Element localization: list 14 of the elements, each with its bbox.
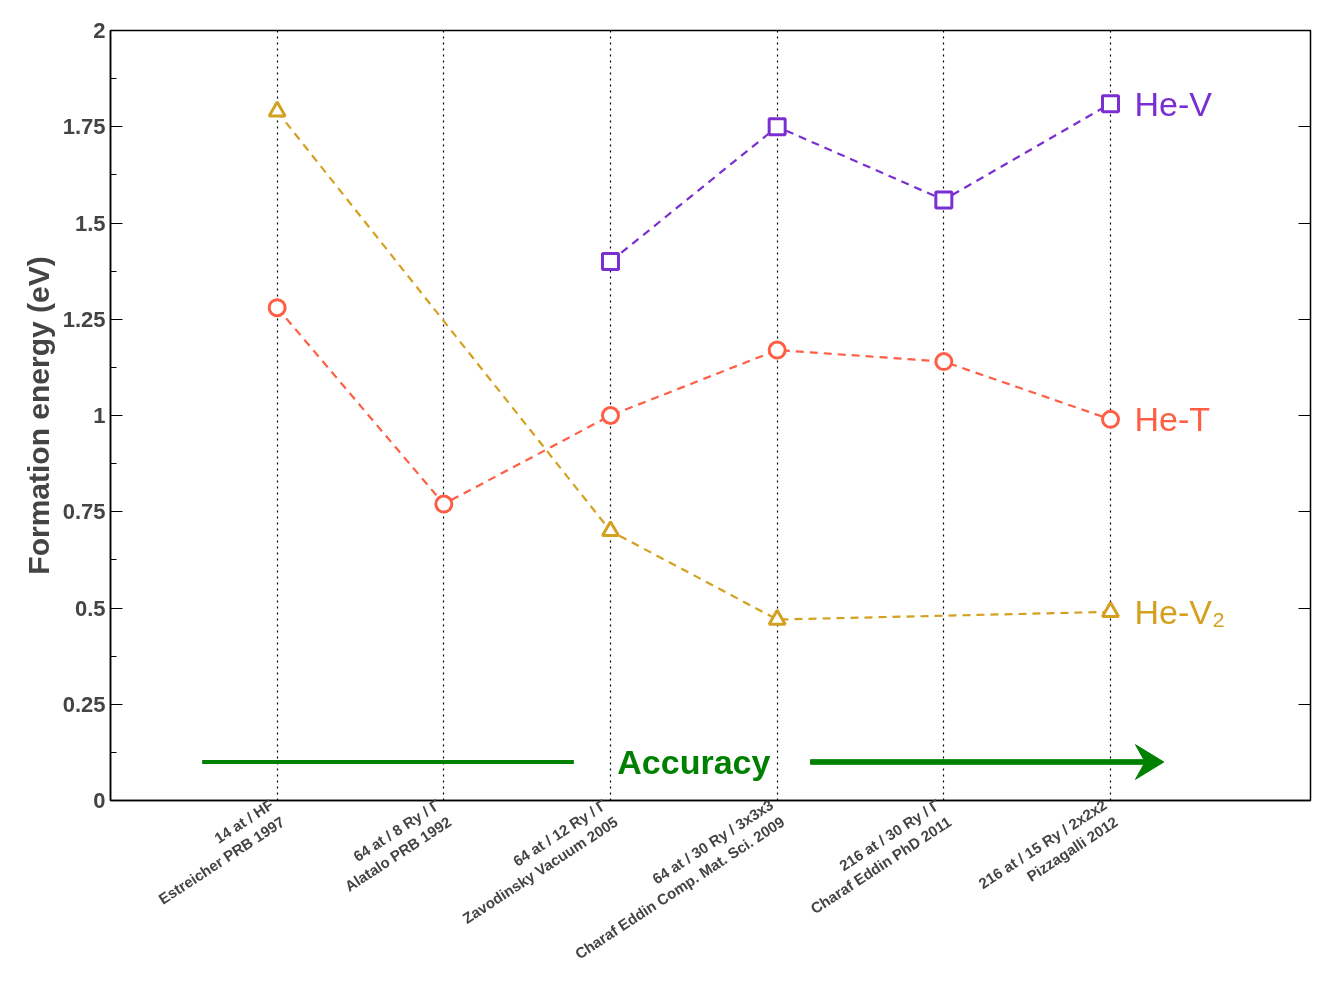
y-tick-label: 1 bbox=[93, 403, 106, 428]
y-tick-label: 2 bbox=[93, 18, 106, 43]
y-tick-label: 0.25 bbox=[62, 691, 106, 717]
series-label: He-V₂ bbox=[1134, 592, 1226, 631]
y-axis-title: Formation energy (eV) bbox=[21, 256, 55, 575]
y-tick-label: 0.75 bbox=[62, 499, 106, 525]
y-tick-label: 0 bbox=[93, 788, 106, 813]
y-tick-label: 0.5 bbox=[74, 595, 106, 621]
series-label: He-V bbox=[1134, 84, 1213, 123]
y-tick-label: 1.5 bbox=[74, 210, 106, 236]
y-tick-label: 1.75 bbox=[62, 114, 106, 140]
y-tick-label: 1.25 bbox=[62, 306, 106, 332]
annotation: Accuracy bbox=[617, 743, 771, 781]
series-label: He-T bbox=[1134, 400, 1211, 439]
